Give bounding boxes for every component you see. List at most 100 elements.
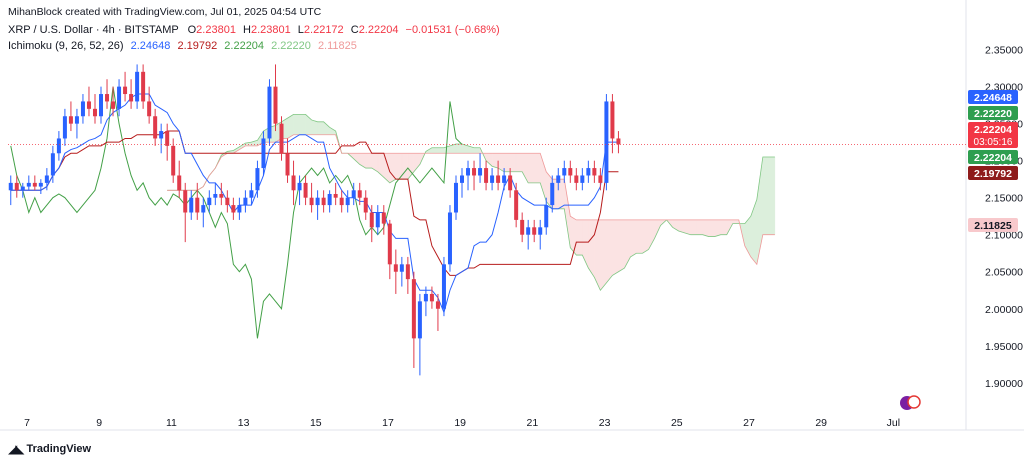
candle-body (237, 205, 242, 213)
cloud-segment (413, 153, 421, 173)
y-tick-label: 2.10000 (985, 230, 1023, 242)
candle-body (26, 182, 31, 187)
cloud-segment (299, 114, 306, 136)
cloud-segment (377, 153, 385, 178)
candle-body (568, 168, 573, 176)
cloud-segment (762, 156, 770, 235)
candle-body (327, 193, 332, 206)
kijun-line (10, 130, 619, 276)
candle-body (363, 197, 368, 213)
indicator-name[interactable]: Ichimoku (9, 26, 52, 26) (8, 40, 124, 52)
y-tick-label: 2.35000 (985, 45, 1023, 57)
tradingview-logo-icon: ◢◣ (8, 442, 25, 456)
candle-body (273, 86, 278, 124)
candle-body (243, 197, 248, 206)
candle-body (297, 182, 302, 191)
candle-body (111, 101, 116, 109)
cloud-segment (636, 219, 643, 254)
cloud-segment (293, 114, 300, 136)
cloud-segment (708, 219, 715, 237)
price-axis-label: 2.19792 (968, 166, 1018, 180)
candle-body (423, 293, 428, 302)
candle-body (303, 182, 308, 198)
candle-body (604, 101, 609, 183)
candle-body (195, 197, 200, 213)
cloud-segment (696, 219, 703, 235)
candle-body (14, 182, 19, 191)
cloud-segment (533, 153, 541, 184)
candle-body (466, 168, 471, 176)
candle-body (86, 101, 91, 109)
cloud-segment (401, 153, 409, 180)
price-label-bg (968, 90, 1018, 104)
x-tick-label: 7 (24, 417, 30, 429)
candle-body (32, 182, 37, 187)
candle-body (62, 116, 67, 139)
cloud-segment (558, 178, 565, 210)
candle-body (429, 293, 434, 302)
candle-body (496, 175, 501, 183)
indicator-legend: Ichimoku (9, 26, 52, 26) 2.24648 2.19792… (8, 40, 357, 52)
span-a-value: 2.22220 (271, 40, 311, 52)
tradingview-logo[interactable]: ◢◣ TradingView (8, 442, 91, 456)
span-b-value: 2.11825 (317, 40, 357, 52)
cloud-segment (491, 153, 499, 169)
candle-body (357, 190, 362, 198)
cloud-segment (648, 219, 655, 250)
candle-body (68, 116, 73, 124)
candle-body (586, 168, 591, 176)
price-label-text: 2.22220 (974, 108, 1012, 120)
cloud-segment (323, 121, 330, 136)
kijun-value: 2.19792 (177, 40, 218, 52)
cloud-segment (521, 153, 529, 184)
cloud-segment (732, 219, 740, 224)
chikou-value: 2.22204 (224, 40, 265, 52)
ohlc-high-label: H (243, 24, 251, 36)
candle-body (375, 212, 380, 228)
y-tick-label: 2.15000 (985, 193, 1023, 205)
price-label-text: 2.19792 (974, 168, 1012, 180)
price-label-bg (968, 122, 1018, 148)
candle-body (189, 197, 194, 213)
candle-body (207, 197, 212, 206)
candle-body (393, 264, 398, 272)
candle-body (514, 190, 519, 220)
ohlc-close: 2.22204 (358, 24, 399, 36)
flag-icon (907, 395, 921, 409)
candle-body (580, 175, 585, 183)
price-axis-label: 2.11825 (968, 218, 1018, 232)
x-tick-label: 29 (815, 417, 827, 429)
price-axis-label: 2.22220 (968, 106, 1018, 120)
cloud-segment (606, 219, 613, 284)
candle-body (532, 227, 537, 235)
cloud-segment (317, 121, 324, 136)
candle-body (80, 101, 85, 117)
cloud-segment (690, 219, 697, 235)
cloud-segment (473, 147, 481, 154)
cloud-segment (684, 219, 691, 236)
candle-body (8, 182, 13, 191)
candles (8, 64, 621, 376)
candle-body (159, 131, 164, 139)
candle-body (417, 301, 422, 339)
candle-body (50, 153, 55, 176)
candle-body (267, 86, 272, 139)
cloud-segment (515, 153, 523, 173)
candle-body (544, 205, 549, 228)
candle-body (20, 186, 25, 191)
ohlc-open: 2.23801 (196, 24, 236, 36)
symbol-title[interactable]: XRP / U.S. Dollar · 4h · BITSTAMP (8, 24, 179, 36)
cloud-segment (750, 199, 758, 266)
y-tick-label: 1.90000 (985, 378, 1023, 390)
x-tick-label: 13 (238, 417, 250, 429)
price-axis-label: 2.24648 (968, 90, 1018, 104)
x-tick-label: 23 (599, 417, 611, 429)
chikou-line (10, 86, 463, 339)
candle-body (201, 205, 206, 213)
cloud-segment (600, 219, 607, 291)
candle-body (153, 116, 158, 139)
candle-body (213, 193, 218, 198)
ohlc-high: 2.23801 (250, 24, 291, 36)
cloud-segment (642, 219, 649, 254)
